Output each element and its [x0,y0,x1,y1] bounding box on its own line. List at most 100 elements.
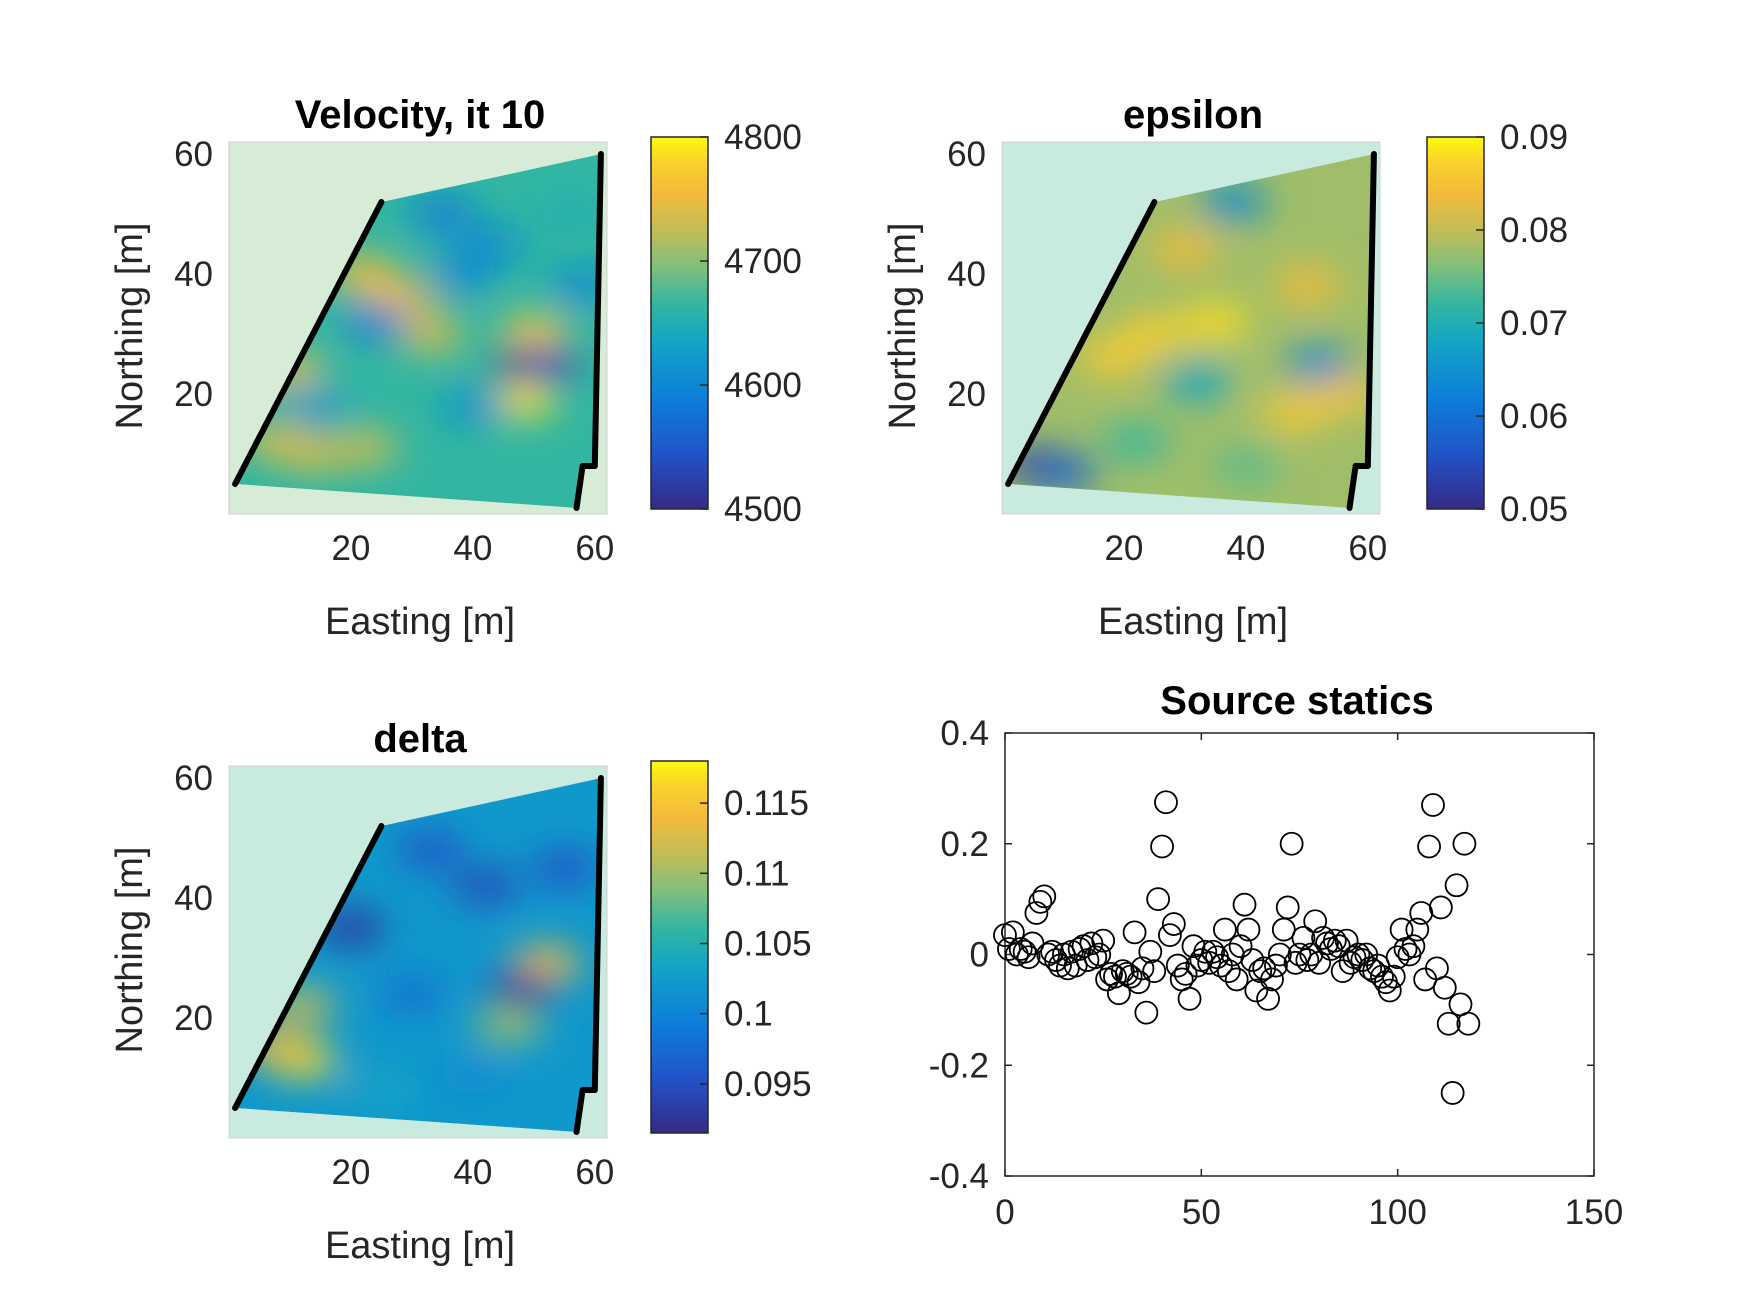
heatmap-blob [408,196,477,232]
x-tick-label: 150 [1565,1193,1623,1232]
velocity-xlabel: Easting [m] [325,601,515,643]
x-tick-label: 40 [453,529,492,568]
heatmap-blob [1102,424,1171,460]
epsilon-xlabel: Easting [m] [1098,601,1288,643]
receiver-line [591,775,604,1093]
x-tick-label: 40 [453,1153,492,1192]
scatter-point [1032,884,1057,909]
scatter-point [1370,964,1394,989]
velocity-ylabel: Northing [m] [109,223,151,430]
scatter-point [1158,923,1182,948]
receiver-line [591,151,604,469]
scatter-point [1330,959,1355,984]
axes-frame [228,141,608,515]
scatter-point [997,937,1021,961]
delta-colorbar: 0.095 0.1 0.105 0.11 0.115 [650,760,812,1134]
scatter-point [1146,887,1171,912]
scatter-point [1456,1011,1481,1036]
scatter-point [1421,793,1445,817]
source-statics-panel: Source statics 0 50 100 150 -0.4 -0.2 0 0.2 0.4 [929,679,1624,1232]
colorbar-tick-label: 0.05 [1500,490,1568,529]
colorbar-tick-label: 0.115 [724,784,809,823]
y-tick-label: 0 [970,936,989,975]
heatmap-blob [1077,340,1146,376]
x-tick-label: 0 [995,1193,1014,1232]
scatter-point [1150,834,1174,859]
colorbar-tick-label: 4500 [724,490,802,529]
colorbar-tick-label: 0.105 [724,924,812,963]
heatmap-blob [530,850,599,886]
scatter-point [1381,964,1406,989]
heatmap-blob [280,388,349,424]
scatter-point [1244,978,1269,1003]
heatmap-blob [396,832,465,868]
receiver-line [573,463,586,511]
scatter-point [1154,790,1178,815]
y-tick-label: 20 [174,999,213,1038]
heatmap-field [1008,154,1374,508]
y-tick-label: 20 [174,375,213,414]
scatter-point [1228,934,1253,959]
scatter-point [1201,939,1226,964]
colorbar-tick-label: 4600 [724,366,802,405]
scatter-point [1279,831,1304,856]
scatter-point [1377,978,1402,1003]
heatmap-blob [1028,454,1097,490]
scatter-point [1185,953,1210,978]
heatmap-blob [341,304,410,340]
delta-ylabel: Northing [m] [109,847,151,1054]
scatter-point [1267,942,1292,967]
delta-title: delta [373,717,467,761]
y-tick-label: 20 [947,375,986,414]
colorbar-tick-label: 4800 [724,118,802,157]
scatter-point [1122,920,1147,945]
receiver-line [573,1087,586,1135]
heatmap-blob [1285,346,1354,382]
scatter-point [1366,953,1390,978]
scatter-point [1028,889,1053,914]
scatter-point [1020,931,1045,956]
scatter-point [1287,942,1312,967]
heatmap-blob [438,1060,507,1096]
scatter-point [1024,901,1049,925]
scatter-point [1385,945,1410,970]
heatmap-blob [396,316,465,352]
scatter-point [1193,939,1218,964]
colorbar-tick-label: 0.06 [1500,397,1568,436]
receiver-line [1005,199,1158,487]
scatter-point [1110,959,1135,984]
velocity-heatmap: 20 40 60 20 40 60 [174,135,614,568]
receiver-line [232,199,385,487]
epsilon-title: epsilon [1123,93,1263,137]
scatter-point [1275,895,1300,920]
heatmap-blob [1199,184,1268,220]
heatmap-field [235,154,601,508]
heatmap-blob [1150,232,1219,268]
scatter-point [1130,956,1155,981]
velocity-title: Velocity, it 10 [295,93,546,137]
axes-frame [1001,141,1381,515]
scatter-point [1216,959,1241,984]
scatter-point [1295,948,1320,972]
colorbar-tick-label: 0.11 [724,854,790,893]
heatmap-blob [426,256,495,292]
x-tick-label: 60 [575,1153,614,1192]
scatter-point [1232,892,1257,917]
heatmap-blob [487,970,556,1006]
scatter-point [1260,967,1284,992]
colorbar-gradient [650,760,709,1134]
colorbar-tick-label: 4700 [724,242,802,281]
velocity-colorbar: 4500 4600 4700 4800 [650,118,802,529]
scatter-point [1091,928,1116,953]
colorbar-tick-label: 0.07 [1500,304,1568,343]
scatter-point [1083,945,1108,970]
y-tick-label: -0.4 [929,1157,989,1196]
scatter-point [1322,928,1347,953]
heatmap-blob [1260,394,1329,430]
axes-frame [228,765,608,1139]
scatter-point [1436,1011,1461,1036]
scatter-point [1134,1000,1159,1025]
scatter-point [1177,986,1202,1011]
y-tick-label: 60 [947,135,986,174]
